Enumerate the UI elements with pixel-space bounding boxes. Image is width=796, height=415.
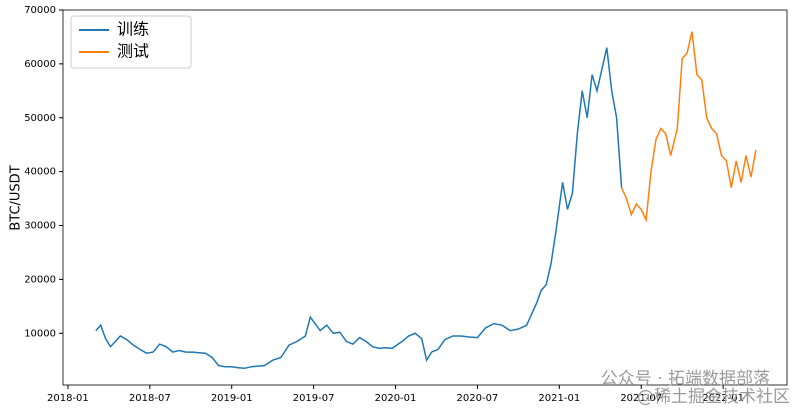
y-tick-label: 70000 (24, 5, 56, 16)
legend-label: 训练 (117, 20, 149, 39)
y-tick-label: 60000 (24, 59, 56, 70)
y-tick-label: 30000 (24, 221, 56, 232)
y-tick-label: 20000 (24, 274, 56, 285)
x-tick-label: 2020-01 (375, 393, 417, 404)
line (620, 31, 757, 223)
x-tick-label: 2018-01 (47, 393, 89, 404)
watermark: 公众号 · 拓端数据部落 (601, 369, 770, 389)
y-axis-label: BTC/USDT (9, 165, 24, 230)
y-tick-label: 50000 (24, 113, 56, 124)
x-tick-label: 2021-01 (538, 393, 580, 404)
line (95, 47, 623, 370)
plot-frame (62, 9, 788, 386)
x-tick-label: 2019-01 (211, 393, 253, 404)
x-tick-label: 2019-07 (293, 393, 335, 404)
watermark: @稀土掘金技术社区 (637, 387, 790, 407)
y-tick-label: 40000 (24, 167, 56, 178)
x-tick-label: 2022-01 (702, 393, 744, 404)
x-tick-label: 2020-07 (457, 393, 499, 404)
legend-label: 测试 (117, 42, 149, 61)
x-tick-label: 2021-07 (620, 393, 662, 404)
y-tick-label: 10000 (24, 328, 56, 339)
x-tick-label: 2018-07 (129, 393, 171, 404)
